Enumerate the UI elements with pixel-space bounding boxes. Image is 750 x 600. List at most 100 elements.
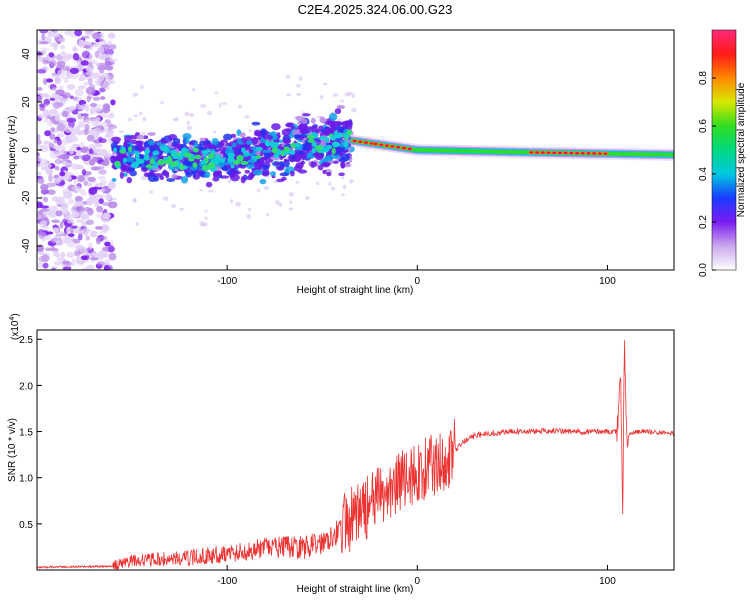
heat-cell: [91, 252, 100, 257]
snr-frame: [36, 329, 675, 571]
heat-cell: [55, 200, 64, 204]
heat-cell: [592, 152, 597, 155]
heat-cell: [279, 172, 290, 177]
heat-cell: [126, 156, 135, 163]
heat-cell: [76, 146, 82, 151]
heat-cell: [104, 264, 111, 270]
heat-cell: [98, 169, 107, 175]
y-tick-label: 20: [21, 96, 32, 108]
heat-cell: [105, 192, 112, 201]
y-tick-label: 0.5: [19, 520, 33, 531]
heat-cell: [241, 137, 247, 143]
heat-cell: [351, 108, 357, 113]
heat-cell: [37, 133, 41, 141]
heat-cell: [228, 173, 236, 178]
heat-cell: [342, 184, 347, 190]
heat-cell: [78, 120, 86, 128]
heat-cell: [78, 39, 85, 48]
x-tick-label: 0: [415, 576, 421, 587]
heat-cell: [53, 42, 58, 48]
heat-cell: [147, 132, 156, 137]
snr-x-label: Height of straight line (km): [297, 584, 414, 595]
heat-cell: [143, 156, 150, 161]
heat-cell: [194, 154, 202, 160]
heat-cell: [77, 233, 83, 241]
heat-cell: [338, 172, 345, 177]
heat-cell: [87, 176, 96, 182]
heat-cell: [104, 65, 114, 71]
heat-cell: [229, 199, 234, 204]
heat-cell: [310, 161, 317, 167]
heat-cell: [296, 92, 302, 96]
heat-cell: [278, 202, 283, 207]
heat-cell: [61, 138, 69, 146]
snr-scale-label: (x104): [9, 313, 21, 340]
heat-cell: [42, 115, 52, 120]
heat-cell: [69, 95, 74, 100]
heat-cell: [104, 119, 112, 124]
heat-cell: [295, 142, 301, 148]
heat-cell: [290, 170, 295, 177]
heat-cell: [47, 120, 54, 127]
heat-cell: [70, 225, 78, 229]
heat-cell: [384, 144, 389, 147]
heat-cell: [67, 198, 74, 205]
heat-cell: [205, 181, 213, 188]
heat-cell: [142, 116, 147, 122]
heat-cell: [529, 151, 534, 154]
heat-cell: [86, 134, 95, 142]
heat-cell: [94, 50, 99, 58]
heat-cell: [56, 133, 65, 138]
heat-cell: [84, 252, 91, 256]
heat-cell: [319, 135, 326, 141]
heat-cell: [88, 148, 94, 155]
heat-cell: [73, 229, 79, 234]
heat-cell: [244, 115, 250, 119]
heat-cell: [98, 198, 104, 205]
heat-cell: [305, 195, 310, 200]
heat-cell: [132, 197, 137, 202]
heat-cell: [45, 210, 52, 216]
heat-cell: [223, 133, 233, 141]
heat-cell: [123, 135, 133, 143]
heat-cell: [104, 134, 114, 139]
heat-cell: [231, 170, 242, 175]
heat-cell: [41, 33, 46, 41]
heat-cell: [83, 174, 90, 179]
heat-cell: [96, 53, 107, 60]
heat-cell: [112, 147, 118, 153]
x-tick-label: -100: [217, 276, 237, 287]
heat-cell: [37, 139, 42, 146]
heat-cell: [287, 158, 296, 162]
heat-cell: [324, 127, 334, 135]
heat-cell: [80, 191, 88, 196]
heat-cell: [110, 99, 116, 106]
heat-cell: [285, 93, 292, 97]
heat-cell: [53, 174, 59, 179]
heat-cell: [45, 60, 52, 64]
spectrogram-y-ticks: -40 -20 0 20 40: [21, 48, 42, 253]
heat-cell: [53, 139, 58, 144]
heat-cell: [53, 261, 62, 266]
heat-cell: [100, 226, 111, 232]
heat-cell: [321, 161, 331, 167]
heat-cell: [42, 92, 49, 97]
heat-cell: [192, 87, 196, 92]
y-tick-label: 1.5: [19, 428, 33, 439]
heat-cell: [271, 147, 278, 154]
heat-cell: [213, 173, 222, 177]
heat-cell: [76, 200, 84, 207]
heat-cell: [86, 197, 94, 206]
heat-cell: [330, 135, 337, 141]
heat-cell: [336, 104, 345, 110]
heat-cell: [96, 46, 105, 54]
heat-cell: [339, 99, 345, 103]
heat-cell: [49, 97, 56, 101]
heat-cell: [49, 133, 56, 140]
heat-cell: [154, 173, 164, 178]
heat-cell: [62, 266, 72, 270]
heat-cell: [51, 267, 56, 270]
heat-cell: [80, 113, 89, 117]
heat-cell: [62, 175, 72, 181]
heat-cell: [300, 160, 306, 165]
